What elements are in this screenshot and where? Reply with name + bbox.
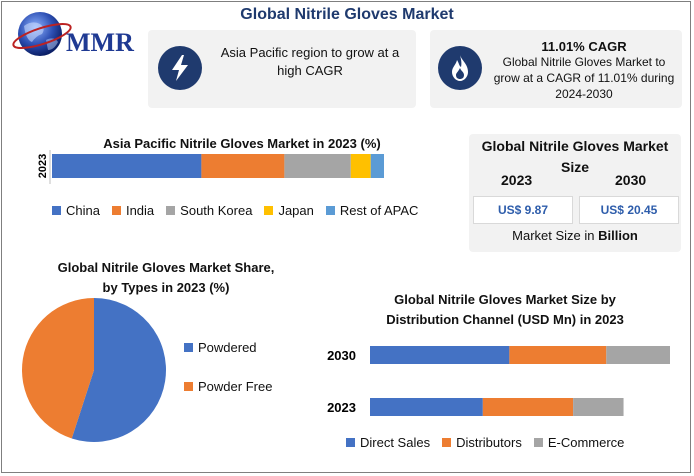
lightning-icon — [158, 46, 202, 90]
pie-legend-label: Powdered — [198, 340, 257, 355]
pie-legend-item-powdered: Powdered — [184, 340, 292, 355]
globe-icon — [12, 12, 72, 56]
distribution-bar-2023-direct-sales — [370, 398, 483, 416]
apac-legend-swatch — [166, 206, 176, 215]
apac-bar-japan — [350, 154, 371, 178]
apac-legend-swatch — [111, 206, 121, 215]
apac-chart-title: Asia Pacific Nitrile Gloves Market in 20… — [103, 136, 381, 151]
distribution-legend-item-e-commerce: E-Commerce — [533, 435, 625, 450]
apac-legend-item-rest-of-apac: Rest of APAC — [325, 203, 419, 218]
apac-legend-label: Rest of APAC — [339, 203, 419, 218]
distribution-legend-label: Distributors — [456, 435, 522, 450]
market-size-title: Global Nitrile Gloves Market Size — [481, 138, 669, 175]
distribution-bar-2030-e-commerce — [606, 346, 670, 364]
logo-text: MMR — [66, 28, 134, 57]
distribution-bar-2023-e-commerce — [573, 398, 624, 416]
year-2030-label: 2030 — [615, 172, 647, 188]
apac-legend-item-india: India — [111, 203, 155, 218]
pie-slice-powder-free — [21, 298, 95, 439]
pie-chart-title: Global Nitrile Gloves Market Share, by T… — [30, 258, 302, 298]
apac-bar-rest-of-apac — [370, 154, 384, 178]
callout-card-apac: Asia Pacific region to grow at a high CA… — [148, 30, 416, 108]
apac-category-label: 2023 — [37, 154, 49, 178]
apac-legend-label: India — [125, 203, 155, 218]
distribution-legend-label: E-Commerce — [547, 435, 625, 450]
page-title: Global Nitrile Gloves Market — [240, 6, 454, 23]
unit-label: Market Size in Billion — [469, 228, 681, 243]
distribution-chart-title: Global Nitrile Gloves Market Size by Dis… — [350, 290, 660, 330]
callout-card-cagr: 11.01% CAGR Global Nitrile Gloves Market… — [430, 30, 682, 108]
apac-legend: China India South Korea Japan Rest of APAC — [52, 202, 452, 220]
distribution-legend-swatch — [442, 438, 452, 447]
apac-legend-item-china: China — [52, 203, 100, 218]
pie-legend-item-powder-free: Powder Free — [184, 379, 292, 394]
cagr-heading: 11.01% CAGR — [541, 39, 627, 54]
distribution-legend-item-distributors: Distributors — [442, 435, 522, 450]
distribution-category-label-2023: 2023 — [327, 400, 356, 415]
distribution-legend: Direct Sales Distributors E-Commerce — [346, 434, 666, 452]
unit-prefix: Market Size in — [512, 228, 599, 243]
apac-bar-china — [52, 154, 202, 178]
pie-legend-label: Powder Free — [198, 379, 273, 394]
distribution-legend-label: Direct Sales — [360, 435, 431, 450]
value-2023: US$ 9.87 — [473, 196, 573, 224]
pie-legend-swatch — [184, 343, 193, 352]
distribution-bar-2030-distributors — [509, 346, 607, 364]
distribution-title-line-1: Global Nitrile Gloves Market Size by — [394, 292, 616, 307]
year-2023-label: 2023 — [501, 172, 533, 188]
distribution-legend-item-direct-sales: Direct Sales — [346, 435, 430, 450]
apac-legend-swatch — [325, 206, 335, 215]
cagr-text: Global Nitrile Gloves Market to grow at … — [493, 55, 675, 101]
distribution-chart: 2030 2023 — [327, 346, 670, 416]
apac-bar-south-korea — [284, 154, 351, 178]
flame-icon — [438, 46, 482, 90]
apac-legend-label: South Korea — [180, 203, 253, 218]
distribution-title-line-2: Distribution Channel (USD Mn) in 2023 — [386, 312, 624, 327]
pie-slice-powdered — [71, 298, 166, 442]
distribution-legend-swatch — [533, 438, 543, 447]
apac-legend-label: Japan — [278, 203, 314, 218]
pie-title-line-2: by Types in 2023 (%) — [102, 280, 230, 295]
apac-legend-swatch — [52, 206, 61, 215]
market-size-card: Global Nitrile Gloves Market Size 2023 2… — [469, 134, 681, 252]
pie-legend-swatch — [184, 382, 193, 391]
value-2030: US$ 20.45 — [579, 196, 679, 224]
unit-bold: Billion — [598, 228, 638, 243]
apac-chart: 2023 — [37, 150, 384, 184]
apac-legend-item-south-korea: South Korea — [166, 203, 252, 218]
mmr-logo — [10, 6, 140, 66]
apac-legend-swatch — [264, 206, 274, 215]
distribution-bar-2023-distributors — [482, 398, 574, 416]
distribution-bar-2030-direct-sales — [370, 346, 510, 364]
apac-legend-label: China — [66, 203, 100, 218]
pie-chart — [21, 298, 166, 442]
distribution-category-label-2030: 2030 — [327, 348, 356, 363]
pie-legend: Powdered Powder Free — [184, 340, 304, 418]
pie-title-line-1: Global Nitrile Gloves Market Share, — [57, 260, 275, 275]
distribution-legend-swatch — [346, 438, 355, 447]
apac-bar-india — [201, 154, 285, 178]
apac-legend-item-japan: Japan — [264, 203, 314, 218]
callout-text: Asia Pacific region to grow at a high CA… — [220, 45, 400, 78]
